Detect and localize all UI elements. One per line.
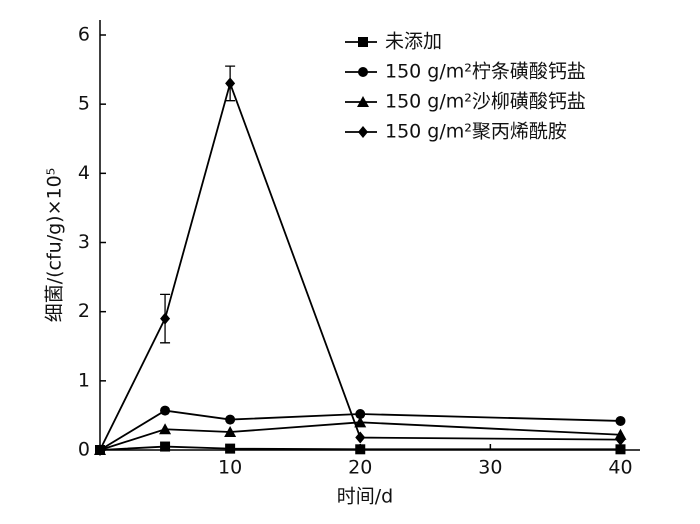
legend-label: 150 g/m²沙柳磺酸钙盐 [385, 91, 586, 113]
marker [160, 441, 171, 452]
marker [615, 444, 626, 455]
marker [358, 126, 368, 138]
marker [355, 444, 366, 455]
legend-label: 150 g/m²柠条磺酸钙盐 [385, 61, 586, 83]
marker [95, 444, 105, 456]
marker [225, 77, 236, 90]
y-tick-label: 5 [78, 93, 90, 115]
marker [357, 96, 369, 107]
marker [159, 423, 172, 435]
marker [160, 405, 171, 416]
marker [355, 409, 366, 420]
marker [358, 67, 368, 77]
legend-label: 150 g/m²聚丙烯酰胺 [385, 121, 567, 143]
x-tick-label: 10 [218, 457, 242, 479]
y-tick-label: 6 [78, 24, 90, 46]
x-tick-label: 20 [348, 457, 372, 479]
x-tick-label: 40 [608, 457, 632, 479]
marker [225, 414, 236, 425]
marker [355, 431, 366, 444]
y-tick-label: 4 [78, 162, 90, 184]
marker [615, 433, 626, 446]
marker [160, 312, 171, 325]
y-tick-label: 1 [78, 369, 90, 391]
marker [224, 426, 237, 438]
y-tick-label: 3 [78, 231, 90, 253]
x-axis-label: 时间/d [337, 486, 393, 508]
y-axis-label: 细菌/(cfu/g)×10⁵ [44, 168, 66, 323]
y-tick-label: 2 [78, 300, 90, 322]
marker [354, 416, 367, 428]
marker [358, 37, 368, 47]
marker [225, 443, 236, 454]
marker [615, 415, 626, 426]
x-tick-label: 30 [478, 457, 502, 479]
y-tick-label: 0 [78, 439, 90, 461]
legend-label: 未添加 [385, 31, 442, 53]
